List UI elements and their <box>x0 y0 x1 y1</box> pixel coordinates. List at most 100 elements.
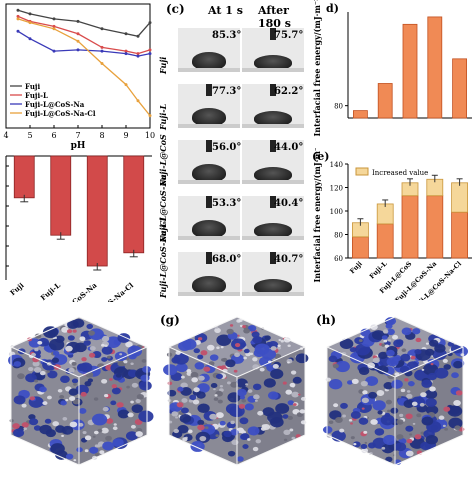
molecule <box>420 441 432 451</box>
data-point <box>28 12 32 16</box>
molecule <box>409 433 413 436</box>
molecule <box>101 346 113 355</box>
molecule <box>97 428 103 433</box>
molecule <box>277 346 282 350</box>
molecule <box>381 335 388 340</box>
molecule <box>131 404 143 414</box>
molecule <box>78 422 84 427</box>
molecule <box>393 339 404 348</box>
bar <box>13 155 35 199</box>
needle <box>270 196 276 208</box>
molecule <box>80 391 87 397</box>
molecule <box>32 361 40 367</box>
molecule <box>243 356 247 360</box>
molecule <box>421 379 433 388</box>
molecule <box>425 342 429 345</box>
molecule <box>105 435 112 441</box>
molecule <box>430 363 434 366</box>
molecule <box>453 360 463 369</box>
cube-edge <box>168 316 238 348</box>
legend-label: Fuji-L <box>25 91 48 100</box>
needle <box>206 196 212 208</box>
data-point <box>16 29 20 33</box>
molecule <box>139 380 152 391</box>
molecule <box>333 403 339 408</box>
molecule <box>39 424 52 435</box>
legend-swatch <box>355 167 369 176</box>
molecule <box>403 399 415 408</box>
panel-a-line-chart: 4 5 6 7 8 9 10 pH Fuji Fuji-L Fuji-L@CoS-Na Fuji-L@… <box>0 0 160 151</box>
molecule <box>438 415 445 420</box>
cube-edge <box>168 434 238 466</box>
cube-edge <box>10 346 80 378</box>
molecule <box>28 338 41 348</box>
molecule <box>17 373 25 380</box>
molecule <box>434 367 449 379</box>
molecule <box>99 450 105 455</box>
molecule <box>392 334 399 340</box>
molecule <box>350 436 355 440</box>
molecule <box>188 399 194 403</box>
data-point <box>28 37 32 41</box>
molecule <box>270 346 277 351</box>
molecule <box>52 421 60 427</box>
molecule <box>37 340 43 345</box>
substrate <box>178 236 240 240</box>
molecule <box>371 330 385 340</box>
molecule <box>361 447 369 454</box>
molecule <box>138 410 154 423</box>
molecule <box>416 413 422 418</box>
molecule <box>400 353 411 362</box>
molecule <box>21 403 27 408</box>
molecule <box>254 399 258 402</box>
molecule <box>166 352 173 357</box>
substrate <box>242 68 304 72</box>
cube-edge <box>236 316 306 348</box>
molecule <box>238 403 246 409</box>
molecule <box>247 389 253 393</box>
panel-label: (g) <box>160 313 180 327</box>
molecule <box>328 355 338 363</box>
molecule <box>290 370 297 375</box>
molecule <box>451 372 459 379</box>
molecule <box>130 424 136 429</box>
molecule <box>135 431 143 437</box>
contact-angle-row: Fuji-L@CoS-Na 53.3° 40.4° <box>158 174 308 242</box>
molecule <box>287 361 290 364</box>
molecule <box>289 428 294 432</box>
molecule <box>362 390 368 395</box>
molecule <box>140 374 150 382</box>
droplet <box>254 223 292 238</box>
molecule <box>233 369 238 373</box>
molecule <box>358 366 370 376</box>
molecule <box>163 364 178 376</box>
molecule <box>193 348 200 354</box>
molecule <box>401 348 407 352</box>
molecule <box>204 426 209 430</box>
x-tick-label: 7 <box>75 131 80 140</box>
angle-180s: 44.0° <box>274 142 304 153</box>
molecule <box>112 438 124 447</box>
molecule <box>454 425 461 431</box>
molecule <box>47 370 58 379</box>
molecule <box>376 390 385 397</box>
molecule <box>226 328 234 335</box>
droplet-image-1s <box>178 140 240 184</box>
molecule <box>442 424 446 427</box>
molecule <box>236 334 240 337</box>
molecule <box>424 389 438 399</box>
molecule <box>197 419 205 426</box>
molecule <box>182 338 197 350</box>
molecule <box>171 411 179 417</box>
molecule <box>460 353 465 357</box>
molecular-cube-image <box>322 316 469 466</box>
molecule <box>280 339 284 343</box>
molecule <box>381 343 386 347</box>
y-tick-label: 100 <box>330 208 343 216</box>
substrate <box>242 124 304 128</box>
molecule <box>340 402 348 409</box>
cube-edge <box>394 346 464 378</box>
molecule <box>206 344 215 351</box>
molecule <box>272 364 279 369</box>
molecule <box>448 405 461 415</box>
